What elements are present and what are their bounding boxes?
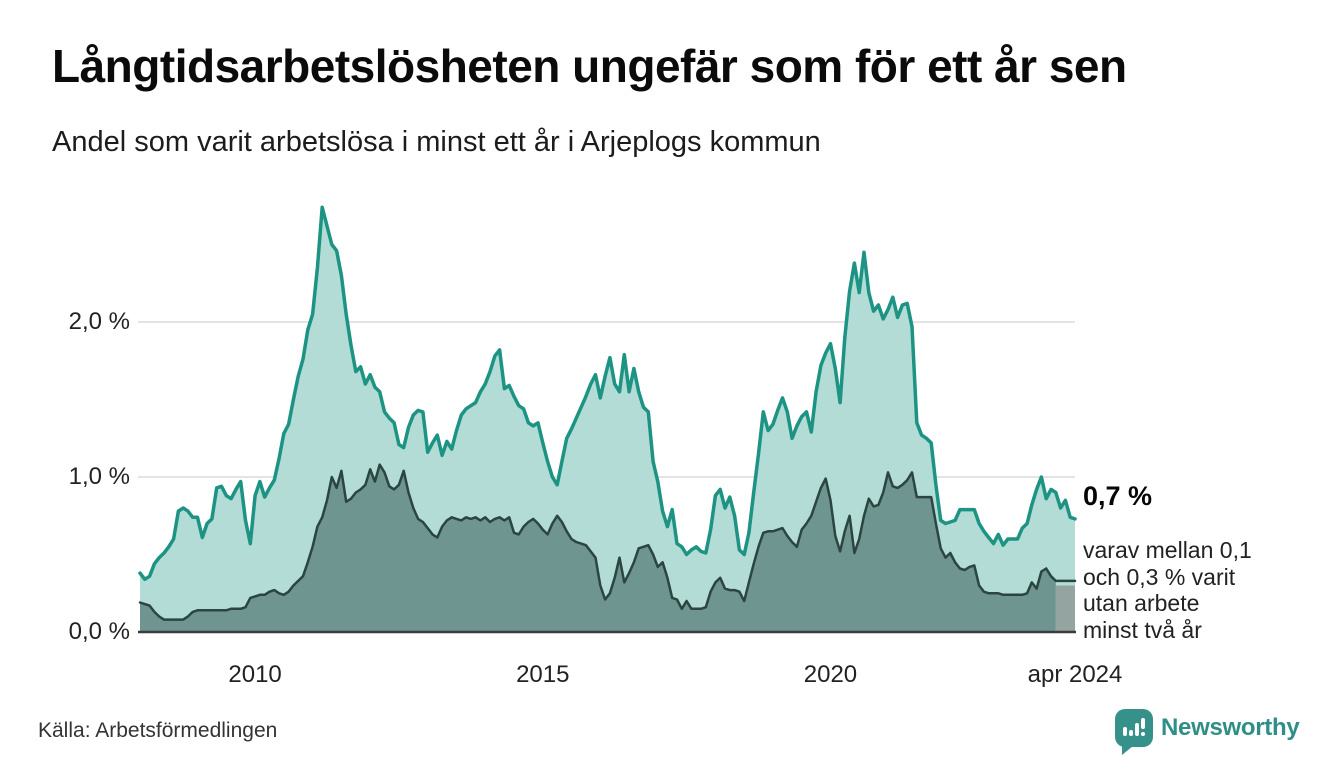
annotation-line-1: varav mellan 0,1	[1083, 537, 1252, 563]
uncertainty-range-box	[1055, 585, 1075, 632]
x-axis-label-2020: 2020	[803, 661, 858, 688]
newsworthy-barchart-bubble-icon	[1115, 709, 1153, 755]
x-axis-label-2015: 2015	[516, 661, 570, 688]
annotation-line-4: minst två år	[1083, 616, 1202, 643]
y-axis-label-1: 1,0 %	[68, 463, 130, 490]
y-axis-label-2: 2,0 %	[68, 308, 130, 335]
source-text: Källa: Arbetsförmedlingen	[38, 719, 278, 742]
y-axis-label-0: 0,0 %	[68, 618, 130, 645]
x-axis-label-apr-2024: apr 2024	[1027, 661, 1123, 688]
page-subtitle: Andel som varit arbetslösa i minst ett å…	[52, 126, 821, 158]
latest-value-annotation: 0,7 %	[1083, 481, 1153, 511]
area-two-years	[140, 464, 1056, 632]
annotation-line-3: utan arbete	[1083, 590, 1200, 616]
two-year-range-annotation: varav mellan 0,1 och 0,3 % varit utan ar…	[1083, 537, 1333, 643]
newsworthy-wordmark: Newsworthy	[1161, 714, 1300, 741]
line-one-year	[138, 205, 1077, 582]
x-axis-label-2010: 2010	[228, 661, 282, 688]
newsworthy-logo[interactable]: Newsworthy	[1115, 709, 1300, 755]
page-title: Långtidsarbetslösheten ungefär som för e…	[52, 40, 1127, 92]
annotation-line-2: och 0,3 % varit	[1083, 563, 1236, 590]
line-two-years	[138, 463, 1077, 621]
